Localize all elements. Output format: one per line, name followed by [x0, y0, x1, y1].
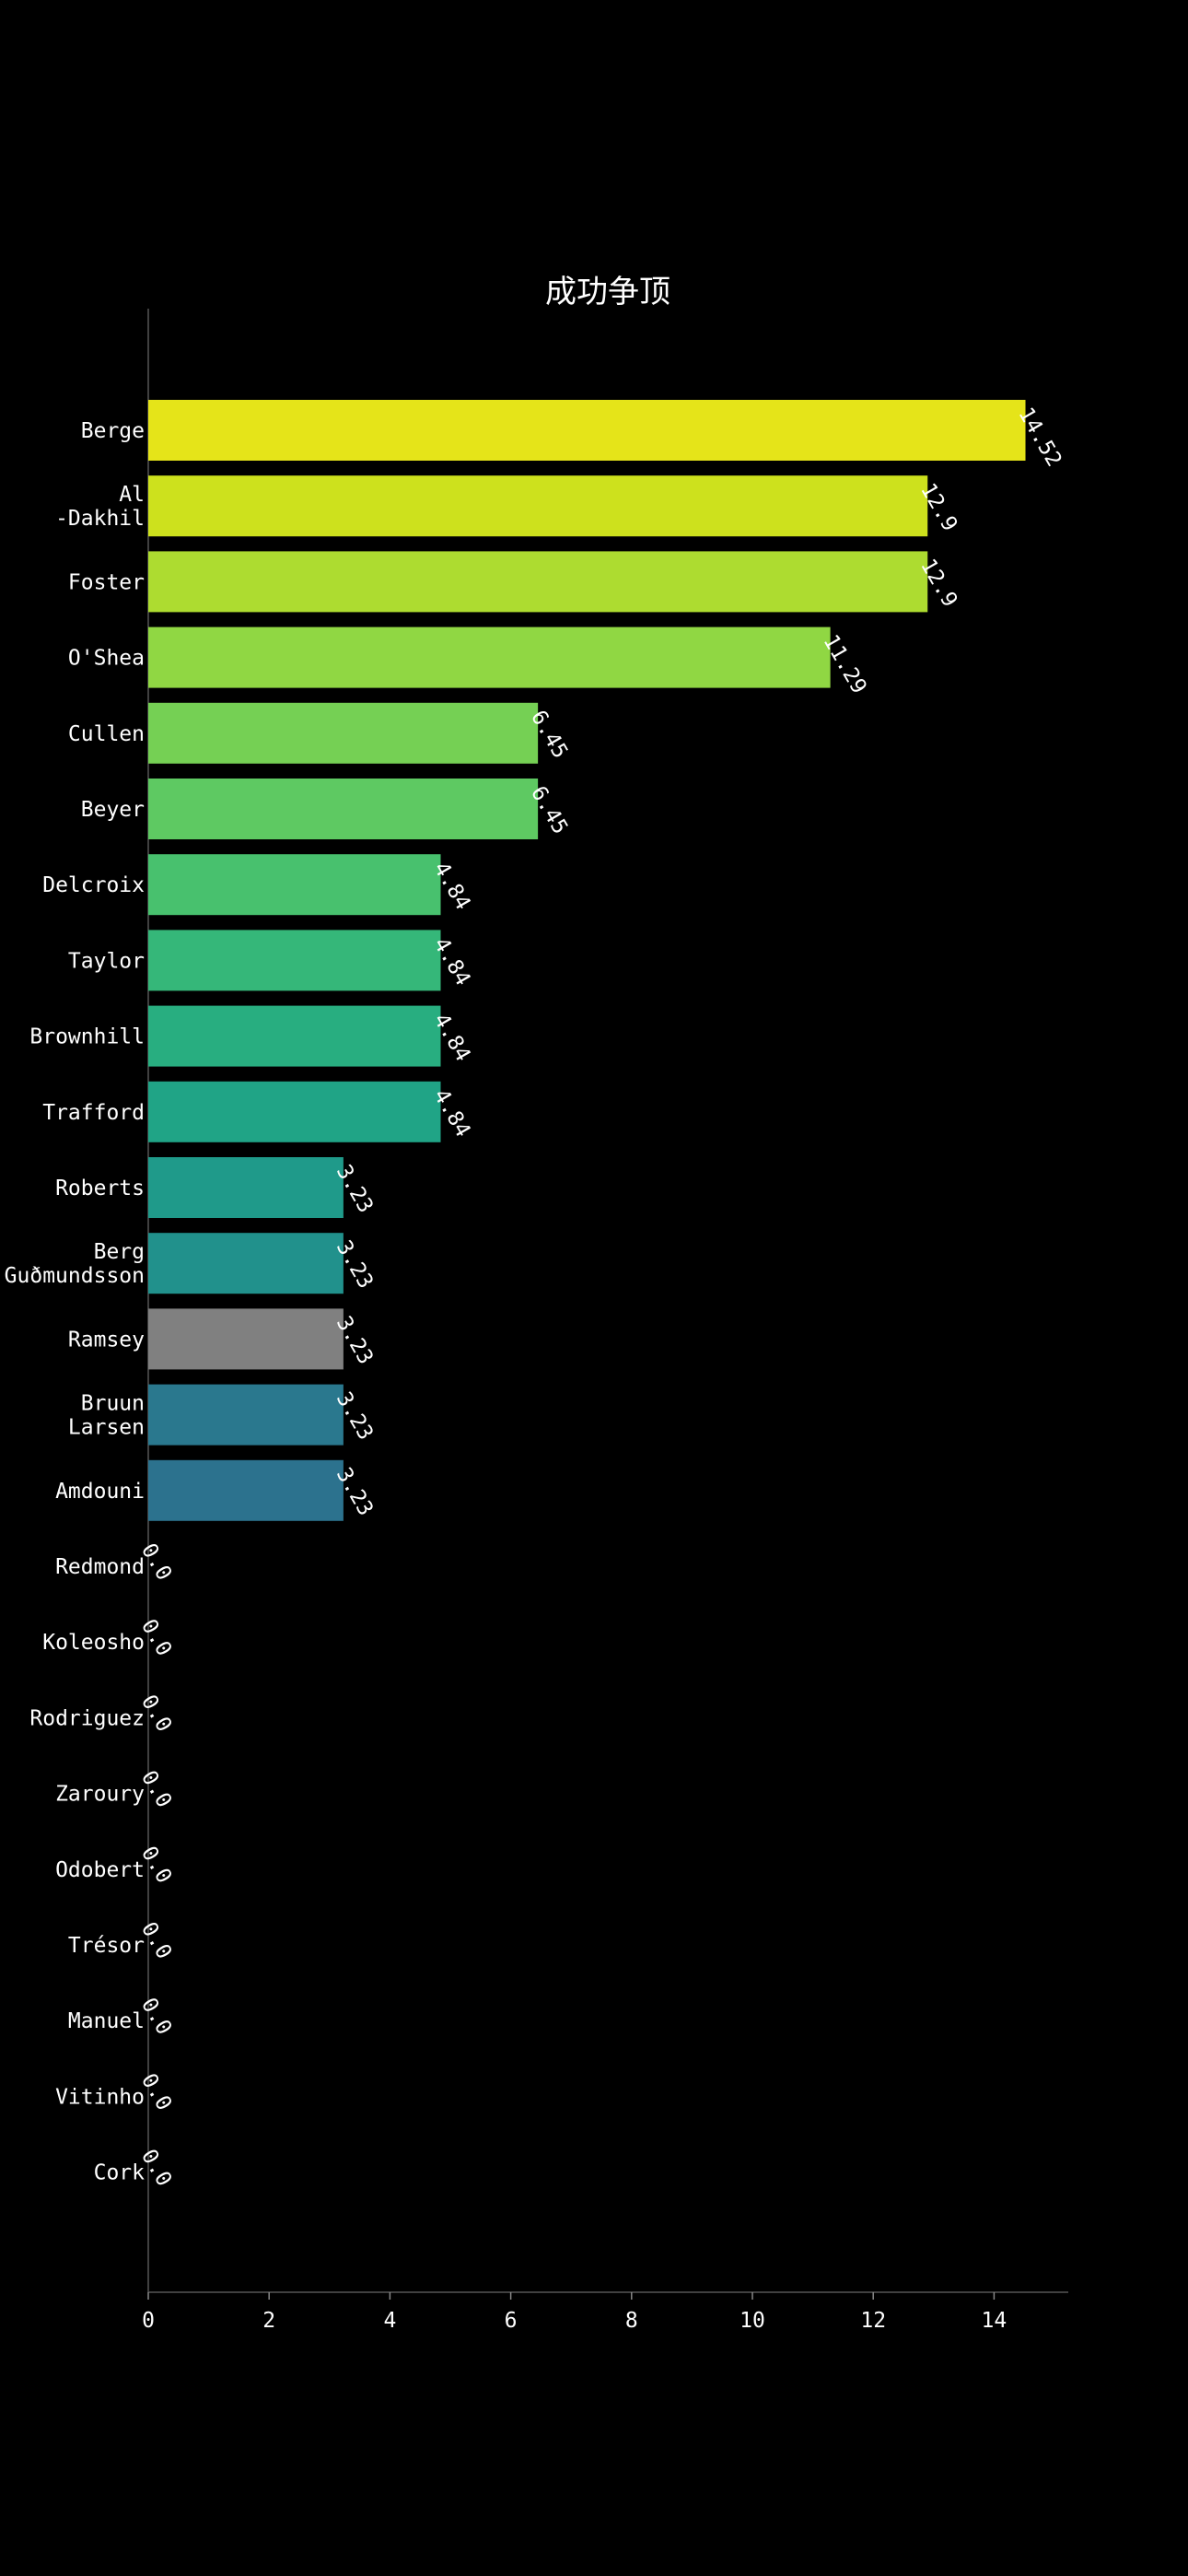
bar — [148, 1233, 344, 1294]
category-label: Trafford — [42, 1101, 145, 1125]
bar — [148, 400, 1026, 461]
category-label: Cork — [94, 2161, 146, 2185]
chart-title: 成功争顶 — [545, 274, 670, 310]
category-label: Beyer — [81, 798, 145, 822]
bars-group — [148, 400, 1026, 1521]
x-tick-label: 6 — [505, 2309, 518, 2333]
x-tick-label: 8 — [625, 2309, 638, 2333]
bar — [148, 1308, 344, 1370]
category-label: Cullen — [68, 722, 145, 746]
category-label: O'Shea — [68, 647, 145, 671]
x-ticks: 0 2 4 6 8 10 12 14 — [142, 2292, 1007, 2333]
bar — [148, 1005, 441, 1067]
category-label: Berge — [81, 419, 145, 443]
bar — [148, 702, 539, 764]
bar — [148, 626, 831, 688]
x-tick-label: 4 — [383, 2309, 396, 2333]
category-label: Koleosho — [42, 1631, 145, 1655]
category-labels: Berge Al -Dakhil Foster O'Shea Cullen Beyer Del… — [5, 419, 145, 2185]
bar — [148, 1081, 441, 1142]
bar — [148, 551, 928, 613]
x-tick-label: 0 — [142, 2309, 155, 2333]
category-label: Berg Guðmundsson — [5, 1240, 145, 1288]
category-label: Trésor — [68, 1934, 145, 1958]
bar — [148, 475, 928, 537]
category-label: Roberts — [55, 1177, 145, 1200]
category-label: Delcroix — [42, 873, 145, 897]
category-label: Redmond — [55, 1555, 145, 1579]
x-tick-label: 10 — [740, 2309, 765, 2333]
category-label: Bruun Larsen — [68, 1392, 145, 1440]
category-label: Rodriguez — [29, 1706, 145, 1730]
bar — [148, 1384, 344, 1446]
category-label: Brownhill — [29, 1025, 145, 1049]
category-label: Zaroury — [55, 1783, 145, 1807]
x-tick-label: 2 — [262, 2309, 275, 2333]
bar — [148, 930, 441, 991]
bar — [148, 1157, 344, 1218]
category-label: Odobert — [55, 1858, 145, 1882]
category-label: Vitinho — [55, 2085, 145, 2109]
bar — [148, 1459, 344, 1521]
category-label: Amdouni — [55, 1480, 145, 1504]
category-label: Al -Dakhil — [55, 483, 145, 531]
bar — [148, 779, 539, 839]
bar — [148, 854, 441, 916]
x-tick-label: 12 — [860, 2309, 886, 2333]
category-label: Ramsey — [68, 1328, 145, 1352]
x-tick-label: 14 — [982, 2309, 1007, 2333]
category-label: Manuel — [68, 2009, 145, 2033]
category-label: Taylor — [68, 949, 145, 973]
category-label: Foster — [68, 570, 145, 594]
